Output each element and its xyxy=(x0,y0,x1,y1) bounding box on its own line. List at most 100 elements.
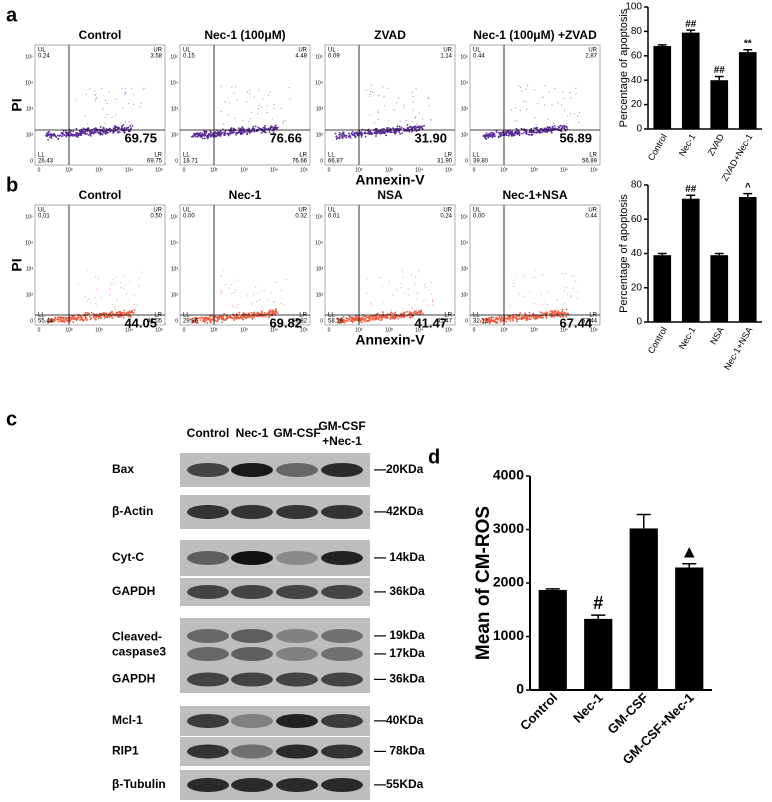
flow-dot xyxy=(206,322,209,324)
flow-dot xyxy=(60,316,63,319)
flow-dot xyxy=(95,276,97,278)
quadrant-name: UL xyxy=(328,48,336,54)
flow-dot xyxy=(72,317,75,320)
flow-dot xyxy=(557,310,560,313)
quadrant-name: LR xyxy=(154,153,162,159)
y-tick-label: 20 xyxy=(631,99,643,110)
quadrant-name: UR xyxy=(443,208,452,214)
flow-dot xyxy=(126,293,128,295)
row-label: GAPDH xyxy=(112,672,155,686)
flow-dot xyxy=(112,131,115,134)
flow-dot xyxy=(398,131,401,134)
blot-band xyxy=(321,672,363,687)
flow-dot xyxy=(244,130,247,133)
flow-y-tick-label: 10⁴ xyxy=(170,80,178,86)
flow-dot xyxy=(142,88,144,91)
row-label: RIP1 xyxy=(112,744,139,758)
flow-dot xyxy=(118,127,121,130)
flow-dot xyxy=(271,312,274,315)
flow-dot xyxy=(513,282,515,285)
flow-dot xyxy=(280,289,282,291)
flow-dot xyxy=(571,275,573,278)
quadrant-value: 58.28 xyxy=(328,319,344,325)
flow-dot xyxy=(507,316,509,319)
flow-dot xyxy=(248,120,250,123)
flow-dot xyxy=(360,319,363,321)
flow-dot xyxy=(74,318,77,320)
flow-dot xyxy=(217,134,220,137)
flow-dot xyxy=(525,132,528,135)
quadrant-value: 32.12 xyxy=(473,319,489,325)
flow-dot xyxy=(409,316,412,319)
flow-dot xyxy=(69,134,71,137)
flow-dot xyxy=(236,306,238,308)
blot-band xyxy=(187,551,229,565)
flow-dot xyxy=(418,310,421,313)
flow-dot xyxy=(115,276,117,278)
flow-dot xyxy=(263,311,266,314)
flow-dot xyxy=(559,315,562,318)
flow-dot xyxy=(528,311,531,314)
flow-dot xyxy=(70,132,73,135)
flow-x-tick-label: 0 xyxy=(473,167,476,173)
flow-dot xyxy=(257,113,259,115)
flow-dot xyxy=(235,313,238,315)
flow-dot xyxy=(274,124,277,127)
flow-dot xyxy=(76,136,79,138)
flow-dot xyxy=(226,316,229,319)
flow-dot xyxy=(71,315,74,317)
flow-dot xyxy=(120,282,122,284)
flow-dot xyxy=(72,321,75,323)
flow-dot xyxy=(86,269,88,271)
y-tick-label: 40 xyxy=(631,248,643,259)
flow-dot xyxy=(399,120,401,122)
flow-dot xyxy=(533,315,535,317)
flow-y-tick-label: 10³ xyxy=(171,266,179,272)
flow-dot xyxy=(400,286,402,289)
flow-dot xyxy=(540,131,542,134)
flow-dot xyxy=(377,119,379,121)
size-marker: —55KDa xyxy=(374,777,424,791)
flow-y-tick-label: 10⁵ xyxy=(315,214,323,220)
blot-band xyxy=(187,647,229,661)
flow-dot xyxy=(427,304,430,306)
column-header: GM-CSF xyxy=(273,426,320,440)
flow-y-tick-label: 10² xyxy=(171,292,179,298)
flow-dot xyxy=(427,289,430,291)
quadrant-value: 44.05 xyxy=(147,319,163,325)
flow-x-tick-label: 10⁵ xyxy=(155,327,163,333)
flow-dot xyxy=(338,131,341,134)
flow-dot xyxy=(516,133,519,136)
plot-frame xyxy=(179,204,311,326)
flow-dot xyxy=(362,319,365,321)
quadrant-value: 76.66 xyxy=(292,159,308,165)
flow-dot xyxy=(275,309,278,312)
flow-dot xyxy=(430,282,432,284)
flow-dot xyxy=(241,126,244,129)
flow-dot xyxy=(549,127,552,130)
flow-dot xyxy=(104,99,107,102)
flow-dot xyxy=(131,311,134,314)
flow-dot xyxy=(374,131,377,134)
flow-dot xyxy=(117,305,120,307)
flow-dot xyxy=(128,310,131,313)
flow-dot xyxy=(553,309,556,312)
flow-dot xyxy=(505,130,507,133)
flow-dot xyxy=(233,306,236,308)
flow-dot xyxy=(111,282,113,285)
flow-dot xyxy=(93,94,95,96)
y-axis-label: Percentage of apoptosis xyxy=(618,8,630,127)
flow-dot xyxy=(430,293,432,295)
flow-dot xyxy=(384,130,387,133)
flow-dot xyxy=(129,312,132,314)
plot-frame xyxy=(324,204,456,326)
flow-dot xyxy=(264,289,266,291)
flow-dot xyxy=(120,123,122,125)
flow-dot xyxy=(563,97,566,100)
quadrant-name: UR xyxy=(298,208,307,214)
flow-dot xyxy=(354,134,356,137)
quadrant-name: LL xyxy=(38,313,45,319)
flow-dot xyxy=(209,321,212,324)
flow-dot xyxy=(563,286,566,288)
flow-dot xyxy=(236,99,238,101)
